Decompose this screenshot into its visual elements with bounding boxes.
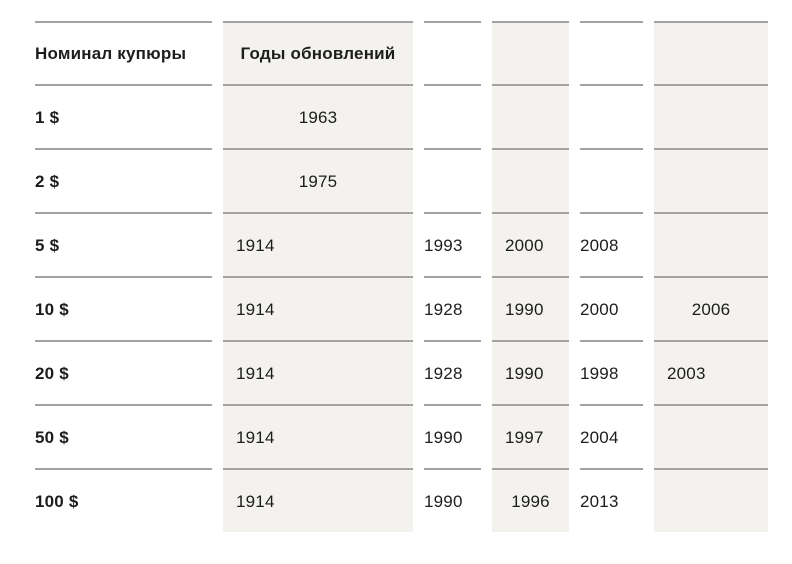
banknote-update-table: Номинал купюры Годы обновлений 1 $1963 2 $1… xyxy=(35,21,768,532)
empty-cell xyxy=(654,404,768,468)
year-cell: 2008 xyxy=(580,212,643,276)
year-cell: 2004 xyxy=(580,404,643,468)
header-cell-denomination: Номинал купюры xyxy=(35,21,212,84)
header-cell-update-years: Годы обновлений xyxy=(223,21,413,84)
empty-cell xyxy=(654,148,768,212)
year-cell: 1928 xyxy=(424,276,481,340)
year-cell: 1990 xyxy=(424,468,481,532)
year-cell: 2003 xyxy=(654,340,768,404)
empty-cell xyxy=(580,84,643,148)
denomination-cell: 2 $ xyxy=(35,148,212,212)
year-cell: 1914 xyxy=(223,212,413,276)
empty-cell xyxy=(654,84,768,148)
year-cell: 1990 xyxy=(492,340,569,404)
header-cell-empty xyxy=(580,21,643,84)
empty-cell xyxy=(492,148,569,212)
empty-cell xyxy=(580,148,643,212)
year-cell: 1975 xyxy=(223,148,413,212)
year-cell: 1928 xyxy=(424,340,481,404)
year-cell: 1914 xyxy=(223,404,413,468)
denomination-cell: 100 $ xyxy=(35,468,212,532)
year-cell: 1990 xyxy=(492,276,569,340)
year-cell: 1914 xyxy=(223,340,413,404)
denomination-cell: 1 $ xyxy=(35,84,212,148)
empty-cell xyxy=(492,84,569,148)
year-cell: 1997 xyxy=(492,404,569,468)
year-cell: 2013 xyxy=(580,468,643,532)
header-cell-empty xyxy=(424,21,481,84)
year-cell: 2000 xyxy=(580,276,643,340)
year-cell: 1998 xyxy=(580,340,643,404)
year-cell: 1914 xyxy=(223,468,413,532)
empty-cell xyxy=(424,84,481,148)
empty-cell xyxy=(654,212,768,276)
header-cell-empty xyxy=(654,21,768,84)
year-cell: 1996 xyxy=(492,468,569,532)
empty-cell xyxy=(654,468,768,532)
denomination-cell: 10 $ xyxy=(35,276,212,340)
year-cell: 1990 xyxy=(424,404,481,468)
denomination-cell: 5 $ xyxy=(35,212,212,276)
year-cell: 1914 xyxy=(223,276,413,340)
denomination-cell: 20 $ xyxy=(35,340,212,404)
year-cell: 1963 xyxy=(223,84,413,148)
denomination-cell: 50 $ xyxy=(35,404,212,468)
header-cell-empty xyxy=(492,21,569,84)
year-cell: 1993 xyxy=(424,212,481,276)
year-cell: 2000 xyxy=(492,212,569,276)
empty-cell xyxy=(424,148,481,212)
year-cell: 2006 xyxy=(654,276,768,340)
